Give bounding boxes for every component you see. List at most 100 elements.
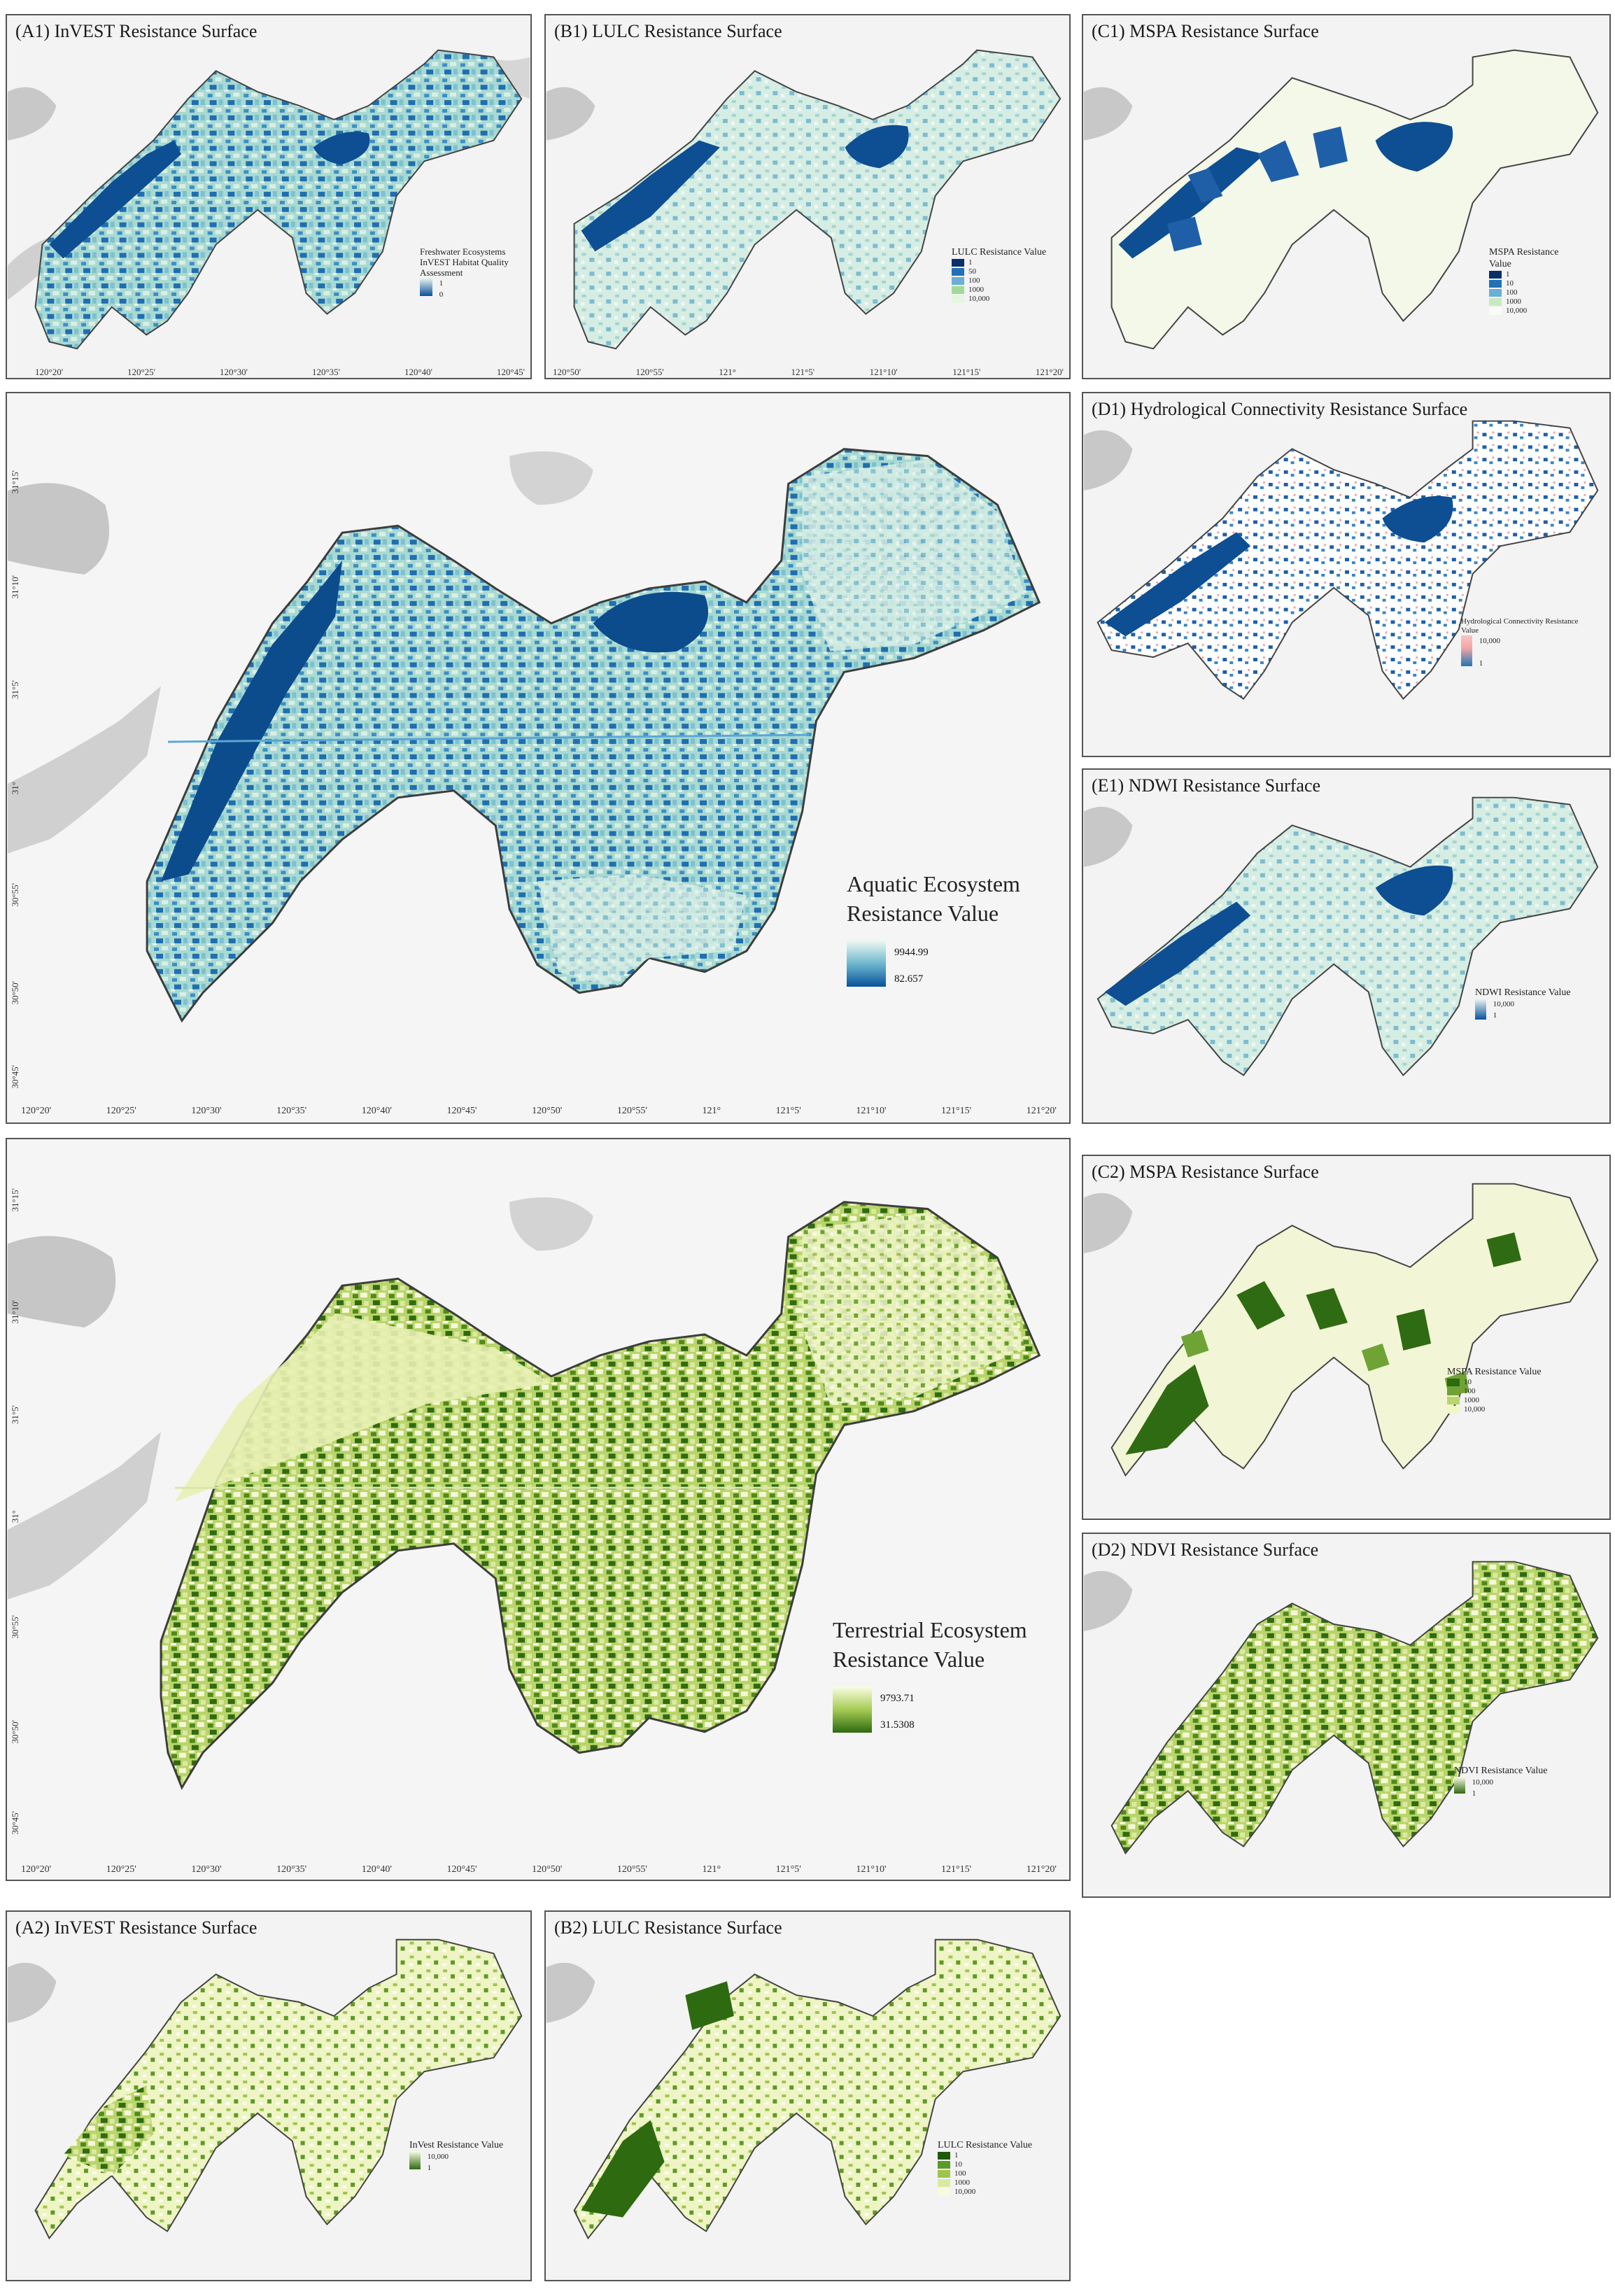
panel-a2: (A2) InVEST Resistance Surface InVest Re… bbox=[6, 1910, 532, 2281]
x-tick: 121° bbox=[719, 367, 736, 377]
legend-d2: NDVI Resistance Value 10,000 1 bbox=[1454, 1765, 1559, 1799]
main-aquatic-ylabel: 30°45' bbox=[10, 1065, 20, 1089]
c2-region bbox=[1110, 1183, 1599, 1477]
panel-a2-title: (A2) InVEST Resistance Surface bbox=[15, 1917, 258, 1938]
map-b1 bbox=[546, 15, 1069, 378]
main-terrestrial-ylabel: 30°50' bbox=[10, 1720, 20, 1744]
legend-a2: InVest Resistance Value 10,000 1 bbox=[409, 2139, 521, 2174]
map-e1 bbox=[1083, 770, 1609, 1122]
legend-c1-item: 100 bbox=[1506, 288, 1518, 297]
legend-d2-low: 1 bbox=[1472, 1789, 1476, 1798]
x-tick: 121°20' bbox=[1035, 367, 1064, 377]
main-aquatic-ylabel: 31°15' bbox=[10, 470, 20, 494]
x-tick: 121°10' bbox=[869, 367, 898, 377]
x-tick: 121°10' bbox=[856, 1106, 887, 1116]
legend-a2-low: 1 bbox=[427, 2164, 432, 2172]
legend-main-terrestrial-high: 9793.71 bbox=[880, 1693, 915, 1704]
legend-b1-item: 10,000 bbox=[968, 295, 990, 303]
x-tick: 120°55' bbox=[635, 367, 664, 377]
legend-e1-high: 10,000 bbox=[1493, 1000, 1514, 1008]
map-b2 bbox=[546, 1912, 1069, 2280]
map-c1 bbox=[1083, 15, 1609, 378]
panel-main-aquatic: 31°15' 31°10' 31°5' 31° 30°55' 30°50' 30… bbox=[6, 392, 1071, 1124]
x-tick: 121° bbox=[702, 1864, 721, 1875]
panel-b2-title: (B2) LULC Resistance Surface bbox=[554, 1917, 782, 1938]
legend-d2-high: 10,000 bbox=[1472, 1778, 1493, 1787]
legend-e1-title: NDWI Resistance Value bbox=[1475, 987, 1571, 998]
main-aquatic-xaxis: 120°20' 120°25' 120°30' 120°35' 120°40' … bbox=[21, 1106, 1057, 1117]
panel-a1-xaxis: 120°20' 120°25' 120°30' 120°35' 120°40' … bbox=[35, 367, 525, 378]
legend-c1-item: 10,000 bbox=[1506, 307, 1528, 315]
main-terrestrial-ylabel: 31° bbox=[10, 1510, 20, 1523]
legend-c1-item: 1000 bbox=[1506, 297, 1521, 306]
x-tick: 121°5' bbox=[791, 367, 815, 377]
legend-c1-item: 10 bbox=[1506, 279, 1514, 288]
x-tick: 121°5' bbox=[775, 1864, 801, 1875]
legend-main-terrestrial-gradient bbox=[833, 1686, 872, 1733]
legend-b2-item: 10 bbox=[954, 2160, 962, 2169]
panel-c2-title: (C2) MSPA Resistance Surface bbox=[1092, 1162, 1319, 1182]
x-tick: 121°15' bbox=[941, 1864, 972, 1875]
x-tick: 121°10' bbox=[856, 1864, 887, 1875]
legend-c2-item: 100 bbox=[1464, 1387, 1476, 1395]
legend-d2-title: NDVI Resistance Value bbox=[1454, 1766, 1548, 1776]
legend-e1: NDWI Resistance Value 10,000 1 bbox=[1475, 987, 1573, 1021]
x-tick: 120°30' bbox=[191, 1106, 222, 1116]
legend-b2-item: 1 bbox=[954, 2151, 959, 2160]
x-tick: 121°20' bbox=[1026, 1864, 1057, 1875]
x-tick: 120°30' bbox=[219, 367, 248, 377]
panel-b1: (B1) LULC Resistance Surface LULC Resist… bbox=[544, 14, 1071, 379]
main-terrestrial-ylabel: 31°10' bbox=[10, 1300, 20, 1324]
legend-b1-item: 50 bbox=[968, 267, 976, 276]
map-main-aquatic bbox=[7, 393, 1069, 1122]
legend-main-terrestrial-low: 31.5308 bbox=[880, 1719, 915, 1731]
d2-region bbox=[1110, 1561, 1599, 1855]
legend-a1-low: 0 bbox=[439, 290, 444, 299]
x-tick: 120°45' bbox=[446, 1106, 477, 1116]
legend-a2-gradient bbox=[409, 2151, 421, 2169]
legend-d1-low: 1 bbox=[1479, 659, 1483, 668]
x-tick: 121°20' bbox=[1026, 1106, 1057, 1116]
legend-a1-gradient bbox=[420, 278, 432, 296]
panel-b1-title: (B1) LULC Resistance Surface bbox=[554, 21, 782, 41]
legend-b2-item: 100 bbox=[954, 2169, 966, 2178]
main-aquatic-ylabel: 31°10' bbox=[10, 575, 20, 599]
lake-shape bbox=[7, 1236, 116, 1327]
legend-main-terrestrial-title: Terrestrial Ecosystem Resistance Value bbox=[833, 1617, 1027, 1672]
x-tick: 120°50' bbox=[553, 367, 581, 377]
x-tick: 120°25' bbox=[106, 1864, 136, 1875]
panel-d2-title: (D2) NDVI Resistance Surface bbox=[1092, 1540, 1319, 1560]
panel-e1: (E1) NDWI Resistance Surface NDWI Resist… bbox=[1082, 768, 1611, 1124]
x-tick: 121°5' bbox=[775, 1106, 801, 1116]
lake-shape bbox=[7, 1432, 162, 1600]
legend-a2-title: InVest Resistance Value bbox=[409, 2140, 504, 2150]
legend-d1-title: Hydrological Connectivity Resistance Val… bbox=[1461, 617, 1579, 635]
panel-a1-title: (A1) InVEST Resistance Surface bbox=[15, 21, 258, 41]
x-tick: 120°45' bbox=[446, 1864, 477, 1875]
main-aquatic-ylabel: 30°50' bbox=[10, 981, 20, 1005]
legend-a2-high: 10,000 bbox=[427, 2153, 449, 2161]
b1-region bbox=[573, 49, 1062, 350]
legend-b1-item: 100 bbox=[968, 276, 980, 285]
legend-b2-item: 10,000 bbox=[954, 2188, 976, 2196]
legend-d1-high: 10,000 bbox=[1479, 637, 1500, 645]
legend-b1: LULC Resistance Value 1 50 100 1000 10,0… bbox=[952, 246, 1046, 304]
lake-shape bbox=[509, 451, 593, 505]
a1-region bbox=[34, 49, 523, 350]
legend-a1: Freshwater Ecosystems InVEST Habitat Qua… bbox=[420, 246, 525, 300]
a2-region bbox=[34, 1938, 523, 2240]
legend-c1-title: MSPA Resistance Value bbox=[1489, 247, 1559, 269]
x-tick: 120°35' bbox=[276, 1106, 307, 1116]
map-main-terrestrial bbox=[7, 1139, 1069, 1880]
legend-b1-item: 1000 bbox=[968, 286, 984, 294]
legend-b1-title: LULC Resistance Value bbox=[952, 247, 1047, 258]
lake-shape bbox=[7, 686, 162, 854]
legend-a1-high: 1 bbox=[439, 279, 444, 288]
legend-b2-title: LULC Resistance Value bbox=[938, 2140, 1033, 2150]
legend-e1-low: 1 bbox=[1493, 1011, 1497, 1020]
main-terrestrial-xaxis: 120°20' 120°25' 120°30' 120°35' 120°40' … bbox=[21, 1864, 1057, 1875]
c1-region bbox=[1110, 49, 1599, 350]
main-terrestrial-ylabel: 30°45' bbox=[10, 1811, 20, 1835]
x-tick: 120°30' bbox=[191, 1864, 222, 1875]
x-tick: 120°20' bbox=[21, 1106, 52, 1116]
